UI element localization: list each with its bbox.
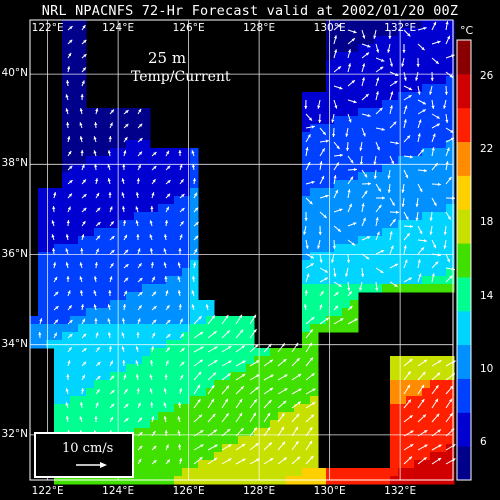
vector-scale-legend: 10 cm/s <box>34 432 134 478</box>
figure-title: NRL NPACNFS 72-Hr Forecast valid at 2002… <box>41 3 459 19</box>
lat-tick-label: 32°N <box>1 427 28 440</box>
field-label: Temp/Current <box>131 69 231 85</box>
colorbar <box>456 39 472 481</box>
lat-tick-label: 38°N <box>1 157 28 170</box>
lon-tick-bottom-label: 130°E <box>313 485 346 497</box>
lon-tick-top-label: 122°E <box>31 22 64 34</box>
lon-tick-bottom-label: 132°E <box>384 485 417 497</box>
map-frame <box>29 19 454 481</box>
lat-tick-label: 36°N <box>1 247 28 260</box>
lon-tick-bottom-label: 122°E <box>31 485 64 497</box>
lon-tick-top-label: 126°E <box>172 22 205 34</box>
vector-scale-label: 10 cm/s <box>62 441 114 456</box>
lon-tick-top-label: 128°E <box>243 22 276 34</box>
depth-label: 25 m <box>148 49 187 67</box>
lon-tick-bottom-label: 128°E <box>243 485 276 497</box>
lat-tick-label: 34°N <box>1 337 28 350</box>
lat-tick-label: 40°N <box>1 67 28 80</box>
lon-tick-top-label: 124°E <box>102 22 135 34</box>
colorbar-tick-label: 18 <box>480 216 494 229</box>
temperature-field <box>30 20 455 485</box>
colorbar-tick-label: 10 <box>480 363 494 375</box>
lon-tick-bottom-label: 126°E <box>172 485 205 497</box>
lon-tick-top-label: 130°E <box>313 22 346 34</box>
current-vectors <box>38 21 456 465</box>
scale-arrow-icon <box>76 462 107 468</box>
colorbar-tick-label: 14 <box>480 289 494 302</box>
units-label: °C <box>460 24 474 37</box>
colorbar-tick-label: 26 <box>480 69 494 82</box>
colorbar-tick-label: 22 <box>480 143 494 155</box>
colorbar-tick-label: 6 <box>480 436 487 449</box>
lon-tick-top-label: 132°E <box>384 22 417 34</box>
lon-tick-bottom-label: 124°E <box>102 485 135 497</box>
